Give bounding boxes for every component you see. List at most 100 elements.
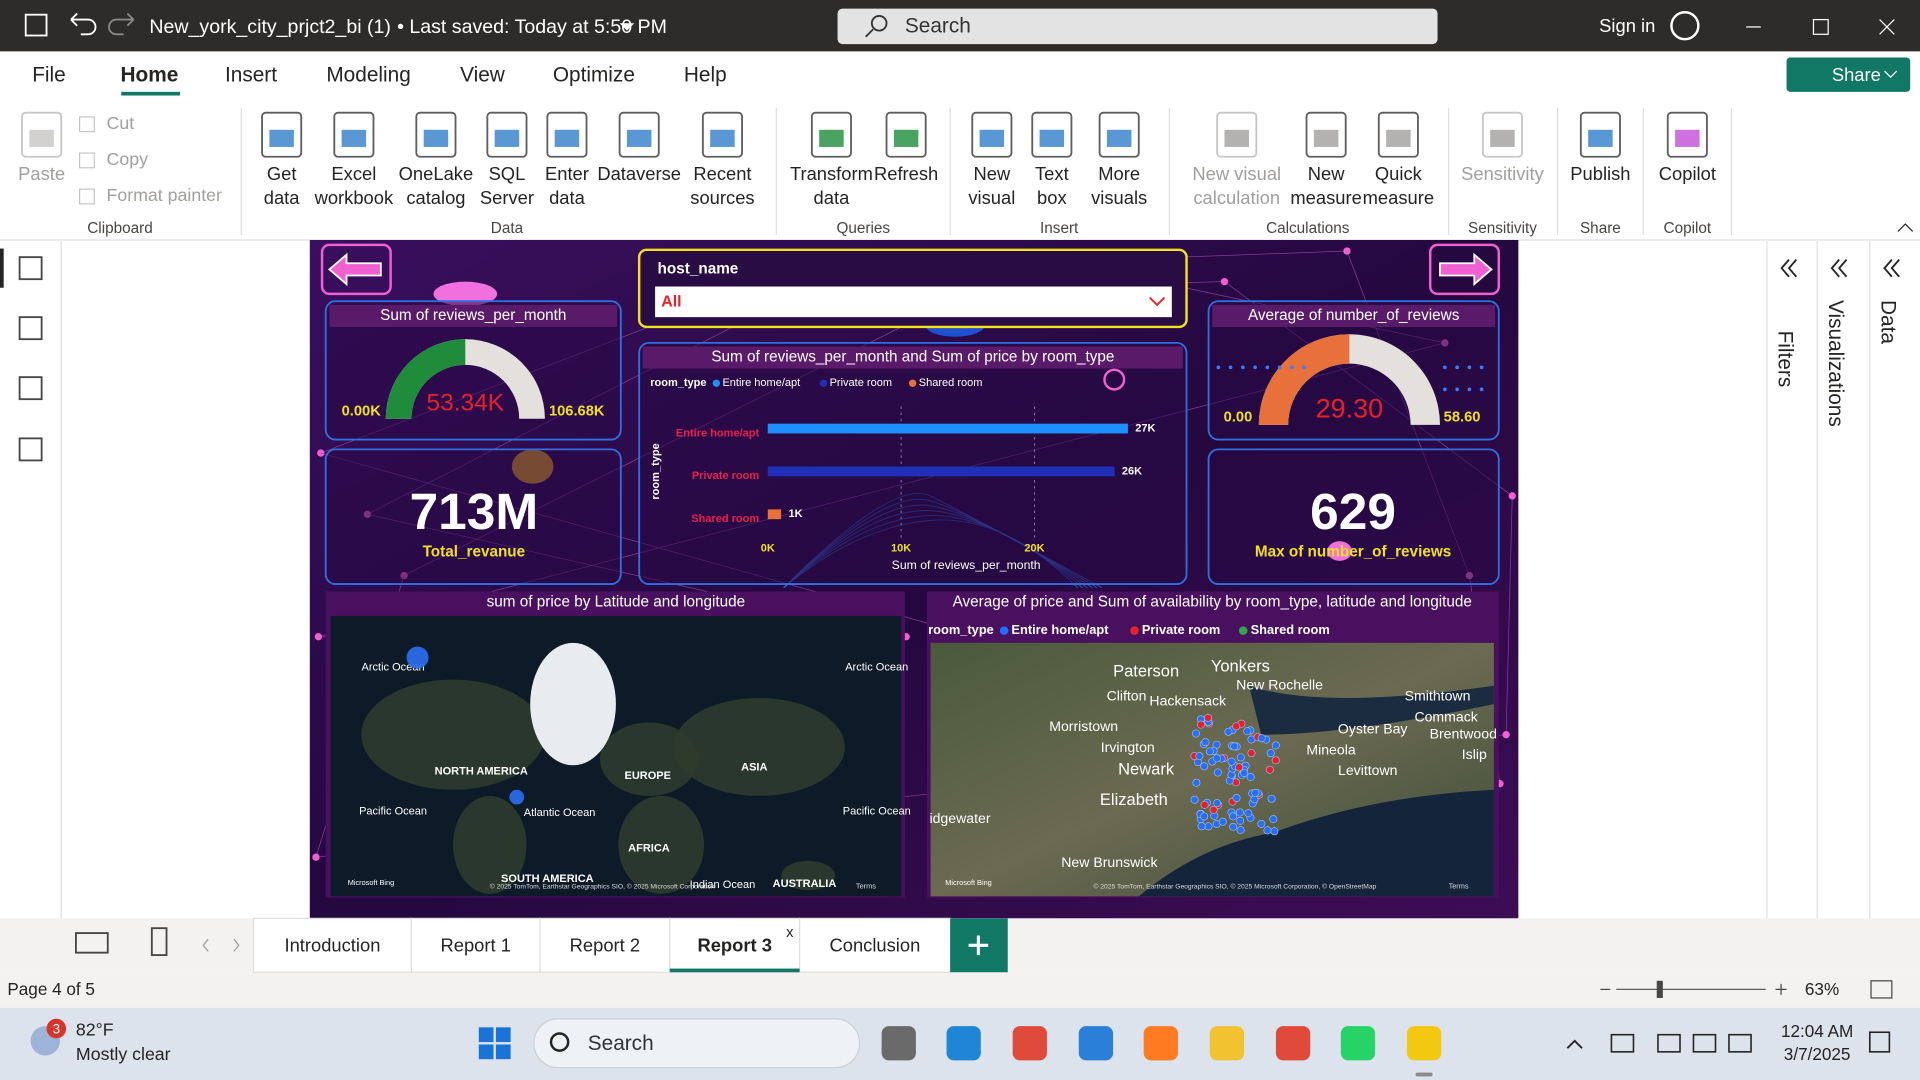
page-tab[interactable] xyxy=(252,917,413,973)
taskbar-app[interactable] xyxy=(1275,1026,1311,1061)
ribbon-button[interactable]: New xyxy=(973,163,1010,184)
ribbon-button[interactable]: measure xyxy=(1363,187,1434,208)
ribbon-button[interactable]: Dataverse xyxy=(597,163,681,184)
page-tab[interactable] xyxy=(798,917,951,973)
ribbon-group-label: Clipboard xyxy=(87,220,152,237)
taskbar-app[interactable] xyxy=(1012,1026,1047,1061)
nav-icon[interactable] xyxy=(18,437,43,462)
deco-dot xyxy=(1479,387,1484,392)
ribbon-button[interactable]: workbook xyxy=(314,187,394,208)
ribbon-button[interactable]: Text xyxy=(1035,163,1069,184)
ribbon-button[interactable]: Enter xyxy=(545,163,589,184)
network-line xyxy=(1505,495,1513,735)
map-terms[interactable]: Terms xyxy=(856,881,876,890)
ribbon-icon-accent xyxy=(29,129,54,147)
page-tab-label[interactable]: Conclusion xyxy=(829,934,920,955)
map-point xyxy=(1266,749,1275,758)
share-button[interactable] xyxy=(1786,57,1911,92)
taskbar-app[interactable] xyxy=(1078,1026,1114,1061)
page-tab-label[interactable]: Report 3 xyxy=(697,934,771,955)
map-terms[interactable]: Terms xyxy=(1449,881,1469,890)
menu-tab[interactable]: Home xyxy=(120,63,178,86)
tray-icon xyxy=(1657,1033,1681,1053)
taskbar-app[interactable] xyxy=(1143,1026,1178,1061)
nav-icon[interactable] xyxy=(18,316,43,341)
nav-icon[interactable] xyxy=(18,256,43,281)
ribbon-button[interactable]: New xyxy=(1308,163,1345,184)
start-button[interactable] xyxy=(495,1044,511,1060)
menu-tab[interactable]: Modeling xyxy=(326,63,410,86)
pane-label[interactable]: Filters xyxy=(1774,331,1797,388)
nav-arrow-box[interactable] xyxy=(320,243,392,296)
menu-tab[interactable]: Optimize xyxy=(553,63,635,86)
menu-tab[interactable]: View xyxy=(460,63,506,86)
start-button[interactable] xyxy=(478,1044,494,1060)
clock-date: 3/7/2025 xyxy=(1784,1044,1851,1064)
nav-arrow[interactable] xyxy=(327,252,382,287)
ribbon-button[interactable]: Excel xyxy=(331,163,376,184)
ribbon-button[interactable]: Transform xyxy=(790,163,873,184)
ribbon-icon-accent xyxy=(269,129,294,147)
pane-label[interactable]: Visualizations xyxy=(1824,300,1847,427)
taskbar-app[interactable] xyxy=(1340,1026,1376,1061)
ribbon-button[interactable]: data xyxy=(264,187,301,208)
page-tab[interactable] xyxy=(669,917,801,973)
nav-arrow-box[interactable] xyxy=(1428,243,1500,296)
nav-arrow[interactable] xyxy=(1439,252,1493,287)
ribbon-button[interactable]: Recent xyxy=(693,163,751,184)
start-button[interactable] xyxy=(495,1027,511,1043)
ribbon-button[interactable]: Quick xyxy=(1375,163,1423,184)
pane-label[interactable]: Data xyxy=(1876,300,1899,344)
taskbar-app[interactable] xyxy=(1406,1026,1442,1061)
ribbon-button[interactable]: SQL xyxy=(489,163,526,184)
close-tab[interactable]: x xyxy=(786,925,794,941)
taskbar-search[interactable] xyxy=(533,1018,861,1069)
ribbon-button[interactable]: Copilot xyxy=(1659,163,1716,184)
avatar xyxy=(1670,11,1700,41)
ribbon-button[interactable]: OneLake xyxy=(399,163,474,184)
gauge-fill xyxy=(1258,334,1350,425)
map-point xyxy=(1246,772,1255,781)
search-box[interactable] xyxy=(837,8,1438,45)
page-tab-label[interactable]: Introduction xyxy=(284,934,380,955)
ribbon-button[interactable]: Server xyxy=(480,187,534,208)
ribbon-button[interactable]: More xyxy=(1098,163,1140,184)
sign-in[interactable]: Sign in xyxy=(1599,15,1655,36)
ribbon-button[interactable]: catalog xyxy=(406,187,465,208)
zoom-thumb[interactable] xyxy=(1656,980,1663,998)
ribbon-button[interactable]: Paste xyxy=(18,163,65,184)
ribbon-button[interactable]: Publish xyxy=(1570,163,1630,184)
menu-tab[interactable]: Help xyxy=(684,63,727,86)
menu-tab[interactable]: Insert xyxy=(225,63,277,86)
notifications[interactable] xyxy=(1869,1031,1891,1053)
page-tab-label[interactable]: Report 2 xyxy=(570,934,640,955)
nav-icon[interactable] xyxy=(18,376,43,401)
undo-icon[interactable] xyxy=(70,12,97,36)
slicer-dropdown[interactable] xyxy=(655,286,1172,318)
taskbar-app[interactable] xyxy=(881,1026,916,1061)
page-tab[interactable] xyxy=(410,917,541,973)
map-point xyxy=(1213,768,1222,777)
ribbon-button[interactable]: Sensitivity xyxy=(1461,163,1544,184)
menu-tab[interactable]: File xyxy=(32,63,66,86)
start-button[interactable] xyxy=(478,1027,494,1043)
ribbon-button[interactable]: visual xyxy=(968,187,1015,208)
ribbon-button[interactable]: visuals xyxy=(1091,187,1147,208)
ribbon-button[interactable]: measure xyxy=(1290,187,1361,208)
taskbar-app[interactable] xyxy=(1209,1026,1245,1061)
ribbon-button[interactable]: New visual xyxy=(1192,163,1281,184)
map-point xyxy=(1190,795,1199,804)
x-tick-label: 10K xyxy=(891,542,911,554)
ribbon-button[interactable]: box xyxy=(1037,187,1067,208)
ribbon-button[interactable]: data xyxy=(814,187,851,208)
map-attribution: © 2025 TomTom, Earthstar Geographics SIO… xyxy=(490,882,715,890)
ribbon-button[interactable]: data xyxy=(549,187,586,208)
ribbon-icon-accent xyxy=(819,129,844,147)
ribbon-button[interactable]: Get xyxy=(267,163,297,184)
taskbar-app[interactable] xyxy=(946,1026,981,1061)
legend-label: Shared room xyxy=(1251,622,1330,637)
ribbon-button[interactable]: calculation xyxy=(1193,187,1280,208)
page-tab-label[interactable]: Report 1 xyxy=(441,934,511,955)
ribbon-button[interactable]: Refresh xyxy=(874,163,938,184)
ribbon-button[interactable]: sources xyxy=(690,187,754,208)
